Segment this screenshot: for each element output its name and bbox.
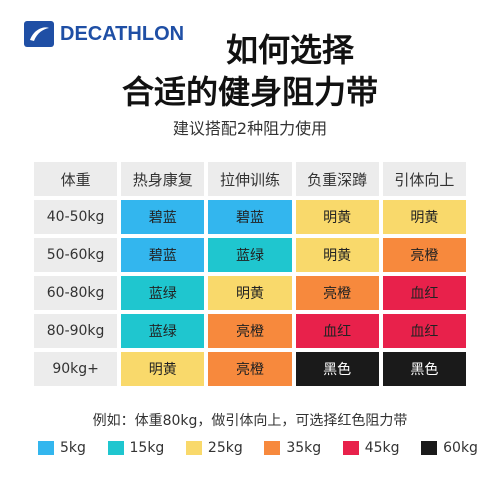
table-row: 60-80kg 蓝绿 明黄 亮橙 血红 [34,276,466,310]
table-row: 40-50kg 碧蓝 碧蓝 明黄 明黄 [34,200,466,234]
decathlon-logo-icon [24,21,54,47]
band-color-cell: 亮橙 [208,314,292,348]
example-note: 例如：体重80kg，做引体向上，可选择红色阻力带 [92,413,408,429]
legend-label: 45kg [364,440,400,456]
table-row: 90kg+ 明黄 亮橙 黑色 黑色 [34,352,466,386]
brand-name: DECATHLON [60,22,185,45]
band-color-cell: 明黄 [382,200,466,234]
band-color-cell: 血红 [382,276,466,310]
band-color-cell: 蓝绿 [121,314,205,348]
band-color-cell: 蓝绿 [121,276,205,310]
legend-swatch [421,441,438,455]
legend-item: 60kg [421,440,478,456]
band-color-cell: 明黄 [208,276,292,310]
band-color-cell: 黑色 [295,352,379,386]
legend-label: 5kg [60,440,86,456]
legend-swatch [264,441,281,455]
legend-swatch [107,441,124,455]
legend-label: 25kg [207,440,243,456]
table-header-row: 体重 热身康复 拉伸训练 负重深蹲 引体向上 [34,162,466,196]
weight-cell: 90kg+ [34,352,118,386]
header-pull-up: 引体向上 [382,162,466,196]
page-title-line-2: 合适的健身阻力带 [121,73,378,111]
color-legend: 5kg 15kg 25kg 35kg 45kg 60kg [38,440,478,456]
weight-cell: 50-60kg [34,238,118,272]
legend-swatch [342,441,359,455]
table-row: 50-60kg 碧蓝 蓝绿 明黄 亮橙 [34,238,466,272]
weight-cell: 40-50kg [34,200,118,234]
legend-swatch [38,441,54,455]
band-color-cell: 碧蓝 [121,200,205,234]
header-weighted-squat: 负重深蹲 [295,162,379,196]
page-title-line-1: 如何选择 [225,31,354,69]
brand-logo: DECATHLON [24,20,184,48]
legend-item: 15kg [107,440,165,456]
legend-item: 45kg [342,440,400,456]
header-warmup-rehab: 热身康复 [121,162,205,196]
header-weight: 体重 [34,162,118,196]
band-color-cell: 碧蓝 [121,238,205,272]
legend-item: 25kg [185,440,243,456]
resistance-band-table: 体重 热身康复 拉伸训练 负重深蹲 引体向上 40-50kg 碧蓝 碧蓝 明黄 明黄 50… [30,158,470,390]
weight-cell: 80-90kg [34,314,118,348]
band-color-cell: 蓝绿 [208,238,292,272]
header-stretching: 拉伸训练 [208,162,292,196]
page-subtitle: 建议搭配2种阻力使用 [172,119,328,138]
band-color-cell: 亮橙 [208,352,292,386]
legend-swatch [185,441,202,455]
legend-label: 15kg [129,440,165,456]
band-color-cell: 血红 [382,314,466,348]
band-color-cell: 碧蓝 [208,200,292,234]
band-color-cell: 明黄 [295,238,379,272]
band-color-cell: 黑色 [382,352,466,386]
band-color-cell: 亮橙 [382,238,466,272]
band-color-cell: 血红 [295,314,379,348]
legend-label: 35kg [286,440,322,456]
legend-label: 60kg [443,440,478,456]
legend-item: 5kg [38,440,86,456]
band-color-cell: 亮橙 [295,276,379,310]
weight-cell: 60-80kg [34,276,118,310]
legend-item: 35kg [264,440,321,456]
band-color-cell: 明黄 [121,352,205,386]
table-row: 80-90kg 蓝绿 亮橙 血红 血红 [34,314,466,348]
band-color-cell: 明黄 [295,200,379,234]
